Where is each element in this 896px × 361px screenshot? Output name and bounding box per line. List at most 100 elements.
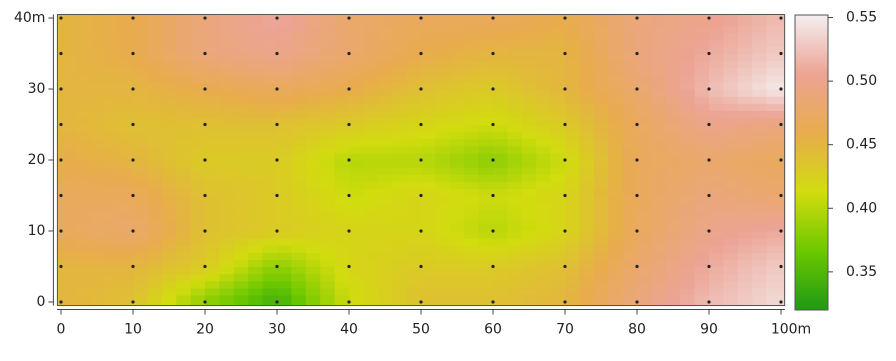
field-cell <box>320 89 336 97</box>
field-cell <box>161 152 177 161</box>
field-cell <box>723 223 739 232</box>
field-cell <box>421 103 436 111</box>
field-cell <box>277 124 292 133</box>
field-cell <box>464 53 480 62</box>
field-cell <box>521 230 537 239</box>
field-cell <box>536 223 552 232</box>
field-cell <box>766 223 786 232</box>
field-cell <box>536 195 552 204</box>
field-cell <box>89 252 105 260</box>
field-cell <box>233 138 249 147</box>
field-cell <box>608 266 624 275</box>
field-cell <box>680 160 696 168</box>
field-cell <box>104 223 120 232</box>
field-cell <box>363 25 379 33</box>
field-cell <box>709 124 724 133</box>
field-cell <box>521 152 537 161</box>
field-cell <box>622 67 638 76</box>
field-cell <box>75 238 91 246</box>
field-cell <box>147 280 163 289</box>
field-cell <box>680 280 696 289</box>
field-cell <box>709 230 724 239</box>
field-cell <box>579 238 595 246</box>
field-cell <box>104 124 120 133</box>
y-tick-label: 40m <box>14 10 45 26</box>
x-tick-label: 60 <box>484 322 502 338</box>
field-cell <box>334 14 350 26</box>
field-cell <box>478 223 494 232</box>
field-cell <box>205 32 220 40</box>
field-cell <box>377 152 393 161</box>
field-cell <box>262 96 278 104</box>
field-cell <box>579 245 595 253</box>
field-cell <box>579 230 595 239</box>
field-cell <box>550 181 566 189</box>
field-cell <box>694 252 710 260</box>
field-cell <box>363 138 379 147</box>
field-cell <box>766 167 786 175</box>
field-cell <box>637 53 652 62</box>
field-cell <box>248 103 264 111</box>
field-cell <box>147 167 163 175</box>
field-cell <box>421 124 436 133</box>
field-cell <box>521 103 537 111</box>
field-cell <box>507 160 523 168</box>
field-cell <box>147 209 163 218</box>
field-cell <box>536 89 552 97</box>
field-cell <box>536 266 552 275</box>
field-cell <box>262 89 278 97</box>
field-cell <box>766 245 786 253</box>
sample-point <box>635 87 639 91</box>
field-cell <box>709 259 724 268</box>
field-cell <box>89 53 105 62</box>
field-cell <box>507 138 523 147</box>
field-cell <box>133 259 148 268</box>
field-cell <box>176 160 192 168</box>
x-tick-label: 90 <box>700 322 718 338</box>
field-cell <box>608 60 624 69</box>
field-cell <box>449 53 465 62</box>
field-cell <box>493 195 508 204</box>
field-cell <box>464 259 480 268</box>
field-cell <box>392 266 408 275</box>
field-cell <box>219 103 235 111</box>
field-cell <box>421 230 436 239</box>
field-cell <box>118 216 134 225</box>
field-cell <box>435 124 451 133</box>
field-cell <box>57 216 76 225</box>
field-cell <box>161 266 177 275</box>
field-cell <box>392 202 408 211</box>
field-cell <box>262 230 278 239</box>
field-cell <box>608 67 624 76</box>
field-cell <box>89 117 105 126</box>
field-cell <box>219 230 235 239</box>
field-cell <box>493 202 508 211</box>
field-cell <box>406 174 422 182</box>
field-cell <box>680 152 696 161</box>
field-cell <box>507 14 523 26</box>
field-cell <box>349 74 364 83</box>
field-cell <box>161 46 177 55</box>
field-cell <box>478 53 494 62</box>
field-cell <box>248 110 264 119</box>
field-cell <box>205 287 220 296</box>
field-cell <box>507 67 523 76</box>
field-cell <box>118 74 134 83</box>
field-cell <box>651 124 667 133</box>
field-cell <box>752 131 768 140</box>
field-cell <box>593 53 609 62</box>
field-cell <box>161 259 177 268</box>
field-cell <box>752 209 768 218</box>
field-cell <box>478 259 494 268</box>
sample-point <box>491 87 495 91</box>
field-cell <box>651 25 667 33</box>
field-cell <box>190 145 206 154</box>
field-cell <box>651 39 667 48</box>
field-cell <box>565 124 580 133</box>
field-cell <box>737 195 753 204</box>
field-cell <box>190 202 206 211</box>
field-cell <box>219 145 235 154</box>
field-cell <box>190 81 206 90</box>
field-cell <box>752 60 768 69</box>
field-cell <box>320 46 336 55</box>
